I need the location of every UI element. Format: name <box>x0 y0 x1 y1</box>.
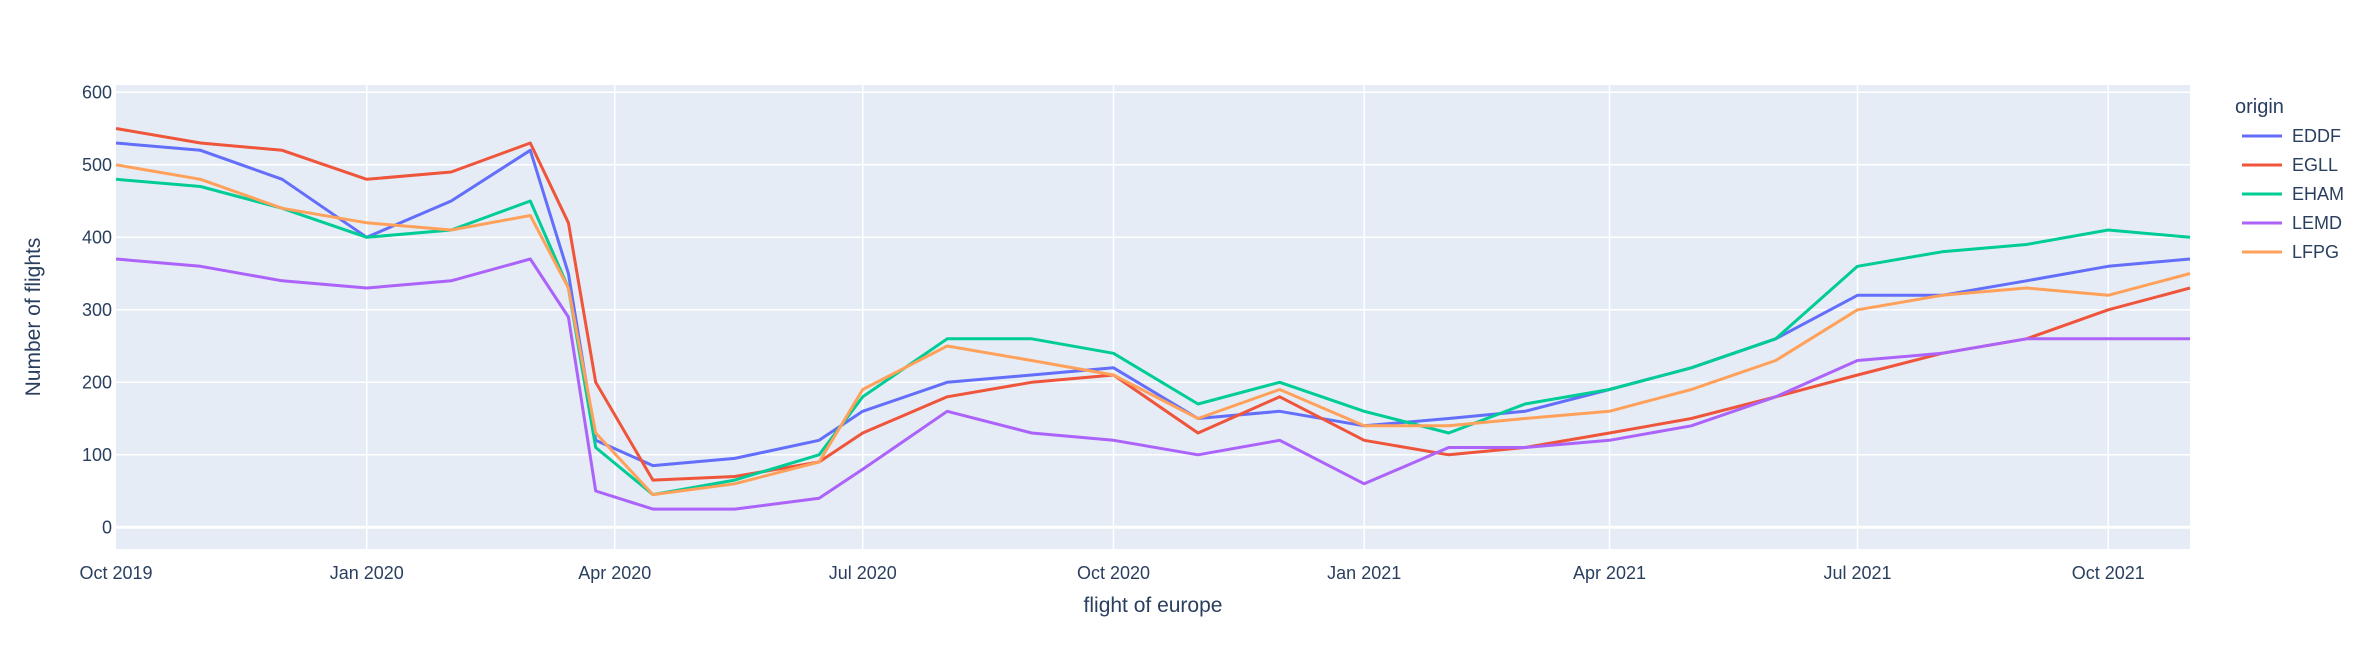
series-line-egll <box>115 127 2191 482</box>
series-line-eham <box>115 177 2191 497</box>
y-tick-label: 200 <box>82 372 112 392</box>
x-tick-label: Oct 2019 <box>79 563 152 583</box>
series-layer <box>115 127 2191 511</box>
y-tick-label: 400 <box>82 227 112 247</box>
series-line-lemd <box>115 257 2190 511</box>
x-tick-label: Jul 2021 <box>1823 563 1891 583</box>
legend-label: LEMD <box>2292 213 2342 233</box>
y-tick-label: 500 <box>82 155 112 175</box>
y-axis-title: Number of flights <box>22 238 45 397</box>
legend-title: origin <box>2235 96 2284 118</box>
legend-items: EDDF EGLL EHAM LEMD LFPG <box>2242 126 2344 262</box>
x-tick-label: Jan 2021 <box>1327 563 1401 583</box>
x-tick-label: Oct 2021 <box>2072 563 2145 583</box>
legend: origin EDDF EGLL EHAM LEMD LFPG <box>2235 96 2344 262</box>
y-tick-label: 0 <box>102 517 112 537</box>
y-tick-labels: 0 100 200 300 400 500 600 <box>82 82 112 537</box>
x-tick-label: Apr 2020 <box>578 563 651 583</box>
y-gridlines <box>116 91 2190 529</box>
x-tick-labels: Oct 2019 Jan 2020 Apr 2020 Jul 2020 Oct 2020… <box>79 563 2144 583</box>
x-tick-label: Jul 2020 <box>829 563 897 583</box>
y-tick-label: 300 <box>82 300 112 320</box>
x-axis-title: flight of europe <box>1084 594 1223 617</box>
x-tick-label: Oct 2020 <box>1077 563 1150 583</box>
plot-background <box>116 85 2190 549</box>
x-tick-label: Jan 2020 <box>330 563 404 583</box>
y-tick-label: 100 <box>82 445 112 465</box>
legend-label: LFPG <box>2292 242 2339 262</box>
series-line-lfpg <box>115 163 2191 497</box>
series-line-eddf <box>115 141 2191 468</box>
x-gridlines <box>365 85 2109 549</box>
legend-label: EGLL <box>2292 155 2338 175</box>
y-tick-label: 600 <box>82 82 112 102</box>
x-tick-label: Apr 2021 <box>1573 563 1646 583</box>
legend-label: EDDF <box>2292 126 2341 146</box>
legend-label: EHAM <box>2292 184 2344 204</box>
